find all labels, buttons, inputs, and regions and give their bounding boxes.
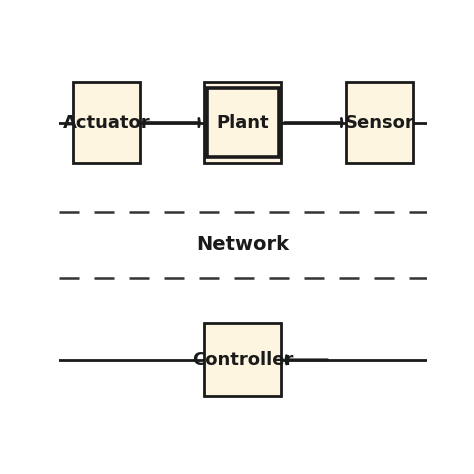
Bar	[204, 323, 282, 396]
Text: Plant: Plant	[217, 114, 269, 132]
Bar	[207, 88, 279, 157]
Text: Actuator: Actuator	[63, 114, 150, 132]
Text: Sensor: Sensor	[345, 114, 414, 132]
Bar	[204, 82, 282, 163]
Text: Controller: Controller	[192, 351, 293, 369]
Bar	[346, 82, 412, 163]
Text: Network: Network	[196, 236, 290, 255]
Bar	[73, 82, 140, 163]
